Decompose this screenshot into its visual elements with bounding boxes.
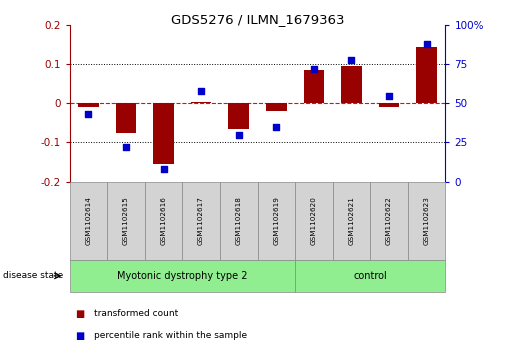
Bar (379, 103, 400, 107)
Text: GDS5276 / ILMN_1679363: GDS5276 / ILMN_1679363 (171, 13, 344, 26)
Bar (341, 66, 362, 103)
Bar (416, 47, 437, 103)
Point (197, 88, 205, 94)
Text: GSM1102623: GSM1102623 (424, 196, 430, 245)
Text: GSM1102614: GSM1102614 (85, 196, 91, 245)
Text: GSM1102617: GSM1102617 (198, 196, 204, 245)
Bar (266, 103, 287, 111)
Text: GSM1102616: GSM1102616 (161, 196, 166, 245)
Bar (115, 103, 136, 133)
Point (385, 93, 393, 98)
Text: GSM1102620: GSM1102620 (311, 196, 317, 245)
Text: GSM1102619: GSM1102619 (273, 196, 279, 245)
Text: ■: ■ (75, 309, 84, 319)
Point (347, 57, 355, 63)
Bar (153, 103, 174, 164)
Text: control: control (353, 271, 387, 281)
Text: percentile rank within the sample: percentile rank within the sample (94, 331, 247, 340)
Text: GSM1102618: GSM1102618 (236, 196, 242, 245)
Point (310, 66, 318, 72)
Text: transformed count: transformed count (94, 310, 179, 318)
Text: GSM1102622: GSM1102622 (386, 196, 392, 245)
Point (423, 41, 431, 47)
Bar (303, 70, 324, 103)
Point (84, 111, 93, 117)
Bar (228, 103, 249, 129)
Text: disease state: disease state (3, 272, 63, 280)
Text: GSM1102621: GSM1102621 (349, 196, 354, 245)
Bar (191, 102, 212, 103)
Point (122, 144, 130, 150)
Text: Myotonic dystrophy type 2: Myotonic dystrophy type 2 (117, 271, 248, 281)
Bar (78, 103, 99, 107)
Point (272, 124, 280, 130)
Text: GSM1102615: GSM1102615 (123, 196, 129, 245)
Point (160, 166, 168, 172)
Point (235, 132, 243, 138)
Text: ■: ■ (75, 331, 84, 341)
